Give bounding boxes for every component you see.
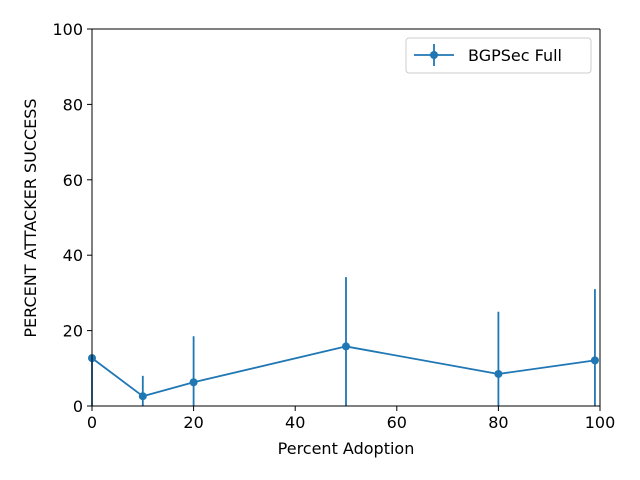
legend: BGPSec Full xyxy=(405,37,592,74)
y-tick-label: 80 xyxy=(63,95,83,114)
ticks: 0 20 40 60 80 100 0 20 40 60 80 100 xyxy=(52,20,615,432)
x-tick-label: 20 xyxy=(183,413,203,432)
data-point xyxy=(189,378,198,387)
data-point xyxy=(494,369,503,378)
legend-box xyxy=(405,37,592,74)
axes xyxy=(91,28,601,407)
x-tick-label: 80 xyxy=(488,413,508,432)
y-tick-label: 60 xyxy=(63,171,83,190)
x-tick-label: 0 xyxy=(87,413,97,432)
y-axis-label: PERCENT ATTACKER SUCCESS xyxy=(21,98,40,337)
legend-label: BGPSec Full xyxy=(468,46,562,65)
series-lines xyxy=(91,345,596,398)
y-tick-label: 40 xyxy=(63,246,83,265)
y-tick-label: 100 xyxy=(52,20,83,39)
x-tick-label: 60 xyxy=(387,413,407,432)
x-tick-label: 100 xyxy=(585,413,616,432)
legend-marker xyxy=(430,51,438,59)
x-axis-label: Percent Adoption xyxy=(278,439,415,458)
series-line xyxy=(91,345,596,398)
y-tick-label: 20 xyxy=(63,322,83,341)
x-tick-label: 40 xyxy=(285,413,305,432)
data-point xyxy=(590,356,599,365)
data-point xyxy=(138,392,147,401)
data-point xyxy=(342,342,350,351)
y-tick-label: 0 xyxy=(73,397,83,416)
